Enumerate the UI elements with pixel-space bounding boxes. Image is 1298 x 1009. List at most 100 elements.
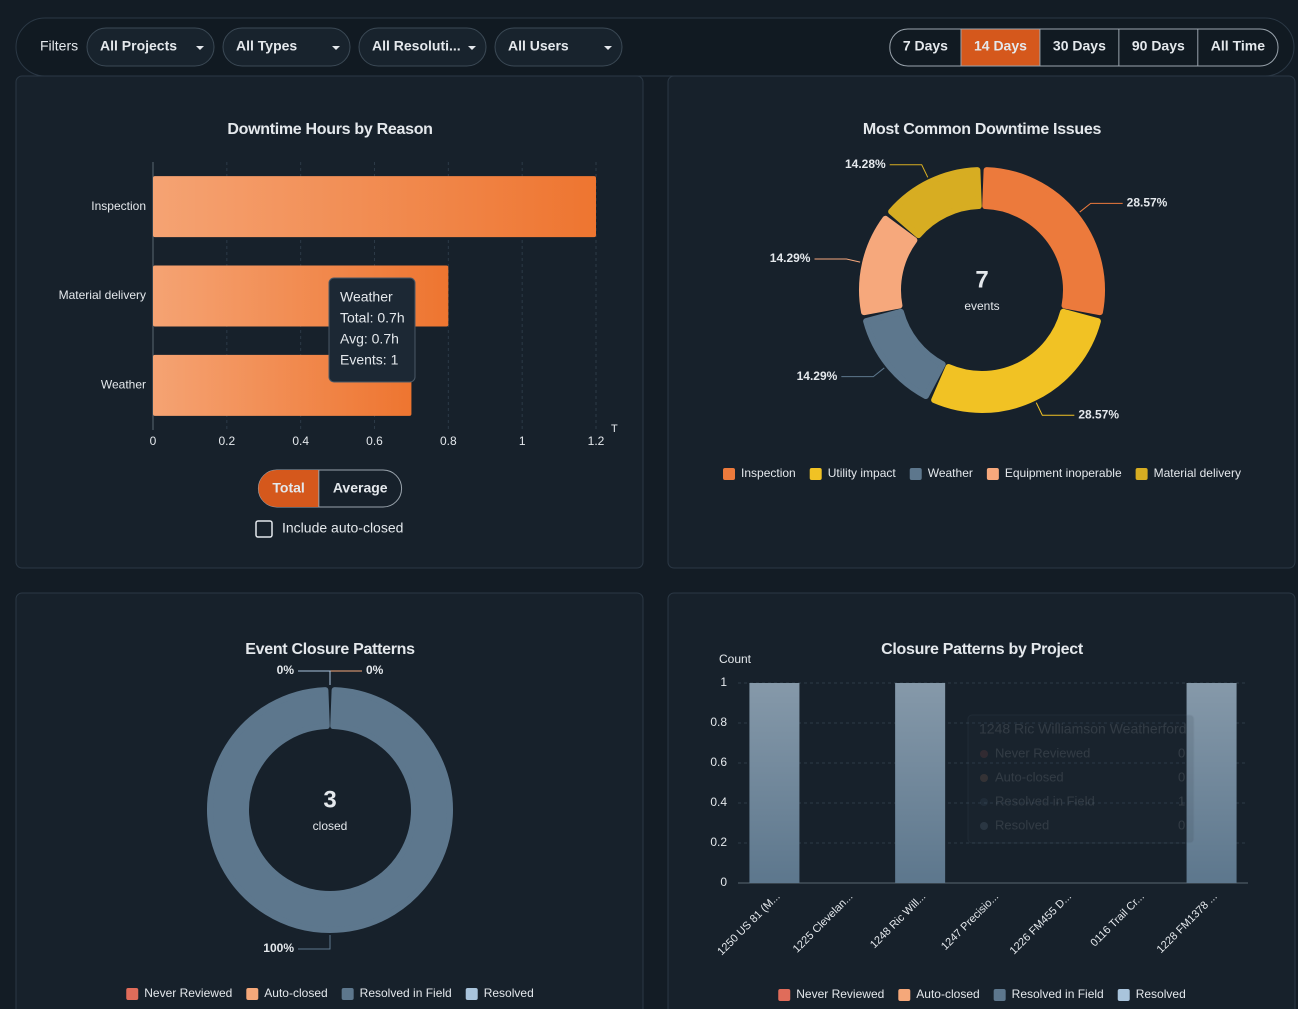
chart-title: Most Common Downtime Issues: [863, 121, 1102, 138]
dropdown[interactable]: [86, 27, 215, 67]
toggle-label: Average: [333, 480, 388, 496]
data-label: 0%: [277, 663, 295, 677]
tooltip-dot: [980, 822, 988, 830]
tooltip-value: 0: [1178, 745, 1185, 760]
leader-line: [298, 935, 331, 950]
legend-swatch: [809, 468, 822, 480]
legend-label: Never Reviewed: [144, 986, 232, 1000]
leader-line: [814, 258, 861, 263]
data-label: 0%: [366, 663, 384, 677]
x-tick-label: 1.2: [588, 434, 605, 448]
tooltip-dot: [980, 798, 988, 806]
y-tick-label: Inspection: [91, 199, 146, 213]
range-label: All Time: [1211, 38, 1265, 54]
x-tick-label: 1: [519, 434, 526, 448]
legend-swatch: [723, 468, 736, 480]
range-label: 30 Days: [1053, 38, 1106, 54]
y-axis-title: Count: [719, 652, 752, 666]
legend: Inspection Utility impact Weather Equipment…: [723, 466, 1241, 480]
legend-label: Weather: [928, 466, 973, 480]
leader-line: [889, 164, 929, 178]
legend: Never Reviewed Auto-closed Resolved in Fie…: [778, 987, 1186, 1001]
legend-label: Material delivery: [1154, 466, 1241, 480]
tooltip-title: 1248 Ric Williamson Weatherford: [979, 721, 1187, 737]
toggle-active: [258, 470, 319, 507]
legend-label: Utility impact: [828, 466, 897, 480]
x-tick-label: 0: [150, 434, 157, 448]
data-label: 14.29%: [770, 251, 811, 265]
legend-label: Resolved in Field: [1012, 987, 1104, 1001]
legend-swatch: [246, 988, 259, 1000]
leader-line: [1035, 402, 1075, 416]
checkbox-label: Include auto-closed: [282, 520, 403, 536]
donut-segment: [207, 687, 453, 933]
tooltip-box: [967, 714, 1195, 844]
panel: [667, 75, 1296, 569]
data-label: 28.57%: [1127, 196, 1168, 210]
x-tick-label: 0.8: [440, 434, 457, 448]
legend-swatch: [986, 468, 999, 480]
tooltip-name: Auto-closed: [995, 769, 1064, 784]
legend-swatch: [993, 989, 1006, 1001]
data-label: 14.28%: [845, 157, 886, 171]
legend-swatch: [909, 468, 922, 480]
dropdown-caret: [332, 46, 340, 50]
legend-swatch: [1117, 989, 1130, 1001]
legend-label: Auto-closed: [264, 986, 327, 1000]
dropdown[interactable]: [358, 27, 487, 67]
legend-label: Never Reviewed: [796, 987, 884, 1001]
legend-swatch: [126, 988, 139, 1000]
range-active: [960, 29, 1040, 66]
bar-sheen: [895, 683, 946, 883]
dropdown[interactable]: [494, 27, 623, 67]
donut-segment: [888, 167, 982, 239]
axis-title-clip: T: [611, 423, 618, 435]
y-tick-label: 0.8: [710, 715, 727, 729]
tooltip-dot: [980, 774, 988, 782]
range-label: 14 Days: [974, 38, 1027, 54]
dropdown-caret: [468, 46, 476, 50]
tooltip-value: 0: [1178, 817, 1185, 832]
legend-swatch: [898, 989, 911, 1001]
dropdown-label: All Users: [508, 38, 569, 54]
bar-sheen: [749, 683, 800, 883]
y-tick-label: 1: [720, 675, 727, 689]
panel: [667, 592, 1296, 1009]
tooltip-ghost: 1248 Ric Williamson Weatherford Never Rev…: [967, 714, 1195, 844]
chart-title: Event Closure Patterns: [245, 641, 415, 658]
panel: [15, 592, 644, 1009]
tooltip-line: Events: 1: [340, 352, 399, 368]
y-tick-label: Weather: [101, 378, 146, 392]
legend-label: Resolved in Field: [360, 986, 452, 1000]
x-tick-label: 0.6: [366, 434, 383, 448]
tooltip-name: Resolved in Field: [995, 793, 1095, 808]
leader-line: [1079, 202, 1123, 213]
chart-title: Downtime Hours by Reason: [227, 121, 432, 138]
y-tick-label: 0.6: [710, 755, 727, 769]
tooltip-line: Avg: 0.7h: [340, 331, 399, 347]
dropdown[interactable]: [222, 27, 351, 67]
tooltip-name: Resolved: [995, 817, 1049, 832]
legend-label: Equipment inoperable: [1005, 466, 1122, 480]
donut-segment: [982, 167, 1105, 316]
checkbox[interactable]: [255, 520, 273, 538]
tooltip-value: 0: [1178, 769, 1185, 784]
toggle-label: Total: [272, 480, 304, 496]
range-selector: 7 Days 14 Days 30 Days 90 Days All Time: [889, 28, 1279, 67]
y-tick-label: Material delivery: [59, 288, 146, 302]
data-label: 14.29%: [797, 369, 838, 383]
dropdown-caret: [604, 46, 612, 50]
bar: [153, 176, 596, 238]
tooltip-line: Weather: [340, 289, 393, 305]
legend-swatch: [1135, 468, 1148, 480]
donut-segment: [859, 215, 918, 316]
tooltip-line: Total: 0.7h: [340, 310, 405, 326]
center-label: closed: [313, 819, 348, 833]
tooltip-value: 1: [1178, 793, 1185, 808]
legend-swatch: [778, 989, 791, 1001]
tooltip-dot: [980, 750, 988, 758]
tooltip-name: Never Reviewed: [995, 745, 1090, 760]
donut-segment: [931, 308, 1101, 413]
y-tick-label: 0.2: [710, 835, 727, 849]
